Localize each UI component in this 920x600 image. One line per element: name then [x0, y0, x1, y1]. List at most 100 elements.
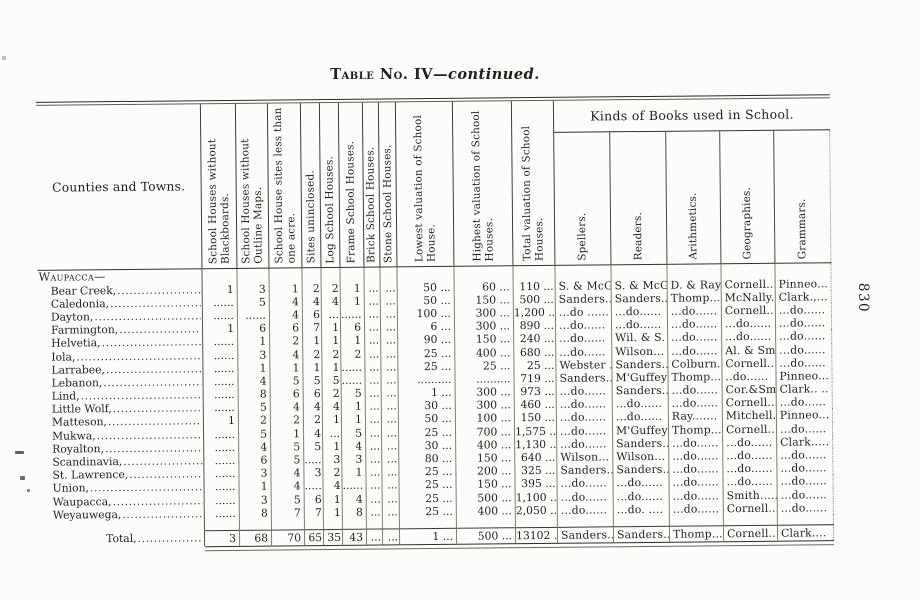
column-header-lowest-valuation: Lowest valuation of School House.: [395, 102, 455, 267]
spacer-cell: [557, 516, 614, 527]
book-cell: ...do......: [775, 316, 833, 331]
count-cell: ...: [365, 412, 382, 427]
count-cell: ......: [203, 387, 239, 402]
valuation-cell: 400 ...: [456, 503, 516, 518]
count-cell: 2: [270, 413, 304, 428]
spacer-cell: [515, 516, 558, 528]
valuation-cell: 50 ...: [397, 280, 455, 295]
spacer-cell: [613, 515, 670, 527]
row-label: Weyauwega,: [52, 507, 122, 522]
row-label: St. Lawrence,: [52, 468, 129, 482]
count-cell: ......: [341, 360, 366, 374]
book-cell: ...do......: [612, 397, 669, 411]
dot-leader: [123, 454, 202, 468]
row-label: Lind,: [51, 389, 80, 403]
spacer-cell: [456, 517, 516, 528]
book-cell: ...do......: [669, 462, 724, 477]
count-cell: 6: [340, 320, 366, 335]
valuation-cell: 25 ...: [399, 465, 457, 479]
book-cell: ...do......: [556, 397, 613, 412]
count-cell: ...: [381, 386, 399, 400]
count-cell: 4: [270, 347, 304, 362]
book-cell: ...do......: [723, 475, 778, 489]
valuation-cell: 100 ...: [397, 306, 455, 321]
count-cell: 1: [303, 334, 323, 348]
book-cell: Webster .: [556, 358, 613, 372]
book-cell: Thomp...: [669, 525, 725, 542]
row-label: Dayton,: [50, 310, 94, 324]
book-cell: Cornell...: [723, 524, 779, 542]
scan-artifact: [2, 56, 6, 60]
book-cell: Cor.&Sm.: [722, 382, 777, 397]
valuation-cell: 60 ...: [454, 279, 514, 294]
count-cell: ...: [382, 439, 400, 453]
row-label: Matteson,: [51, 415, 107, 430]
row-label: Little Wolf,: [51, 402, 112, 416]
column-header-frame-school-houses: Frame School Houses.: [338, 103, 365, 268]
spacer-cell: [271, 519, 305, 530]
book-cell: Sanders..: [613, 525, 671, 543]
count-cell: 1: [202, 282, 238, 296]
book-cell: Wil. & S.: [612, 331, 669, 345]
valuation-cell: 30 ...: [399, 438, 457, 453]
column-header-total-valuation: Total valuation of School Houses.: [511, 101, 556, 266]
count-cell: ...: [366, 452, 383, 466]
count-cell: ......: [203, 401, 239, 415]
count-cell: 8: [342, 505, 367, 519]
table-title-dash: —: [433, 66, 449, 83]
valuation-cell: 13102 ...: [515, 526, 559, 544]
book-cell: ...do......: [555, 318, 613, 333]
count-cell: 6: [269, 321, 304, 335]
count-cell: 1: [323, 505, 343, 520]
count-cell: 35: [323, 528, 344, 546]
book-cell: ...do......: [776, 421, 834, 436]
book-cell: ...do......: [722, 330, 777, 344]
valuation-cell: 395 ...: [515, 477, 558, 491]
town-name-cell: Total,: [39, 530, 206, 548]
count-cell: ...: [380, 280, 398, 295]
column-header-counties-and-towns: Counties and Towns.: [35, 104, 203, 271]
count-cell: ......: [341, 373, 366, 387]
count-cell: ...: [382, 452, 400, 466]
book-cell: ...do......: [669, 449, 724, 463]
valuation-cell: 25 ...: [455, 358, 515, 373]
count-cell: 6: [304, 492, 324, 507]
scan-artifact: [27, 489, 30, 492]
book-cell: Sanders..: [556, 371, 613, 385]
count-cell: [237, 268, 270, 283]
column-header-stone-school-houses: Stone School Houses.: [378, 102, 398, 267]
book-cell: Cornell...: [721, 277, 776, 292]
valuation-cell: 80 ...: [399, 451, 457, 466]
book-cell: ...do ......: [555, 305, 612, 319]
dot-leader: [108, 415, 202, 429]
row-label: Bear Creek,: [50, 283, 117, 298]
count-cell: 1: [239, 479, 272, 494]
page-number: 830: [855, 282, 872, 314]
dot-leader: [106, 362, 202, 376]
count-cell: [321, 268, 341, 282]
valuation-cell: 150 ...: [456, 451, 516, 466]
valuation-cell: 1 ...: [398, 385, 456, 400]
column-header-geographies: Geographies.: [720, 131, 776, 264]
column-header-brick-school-houses: Brick School Houses.: [362, 102, 381, 268]
dot-leader: [90, 481, 203, 495]
count-cell: 6: [303, 387, 323, 401]
count-cell: ...: [380, 320, 399, 334]
valuation-cell: 1 ...: [399, 527, 458, 545]
book-cell: Mitchell.: [722, 409, 777, 423]
count-cell: ......: [204, 506, 240, 521]
count-cell: 1: [238, 334, 271, 349]
count-cell: ...: [365, 360, 382, 374]
valuation-cell: 90 ...: [398, 333, 456, 347]
book-cell: Thomp...: [668, 370, 723, 384]
book-cell: ...do......: [556, 410, 613, 425]
count-cell: 4: [303, 426, 324, 441]
count-cell: ...: [382, 491, 400, 506]
valuation-cell: [397, 267, 455, 281]
book-cell: Sanders..: [611, 291, 668, 306]
book-cell: ...do......: [611, 317, 669, 332]
book-cell: ...do......: [556, 384, 613, 399]
valuation-cell: 150 ...: [514, 411, 557, 425]
count-cell: 4: [269, 295, 303, 309]
count-cell: 3: [239, 493, 272, 507]
